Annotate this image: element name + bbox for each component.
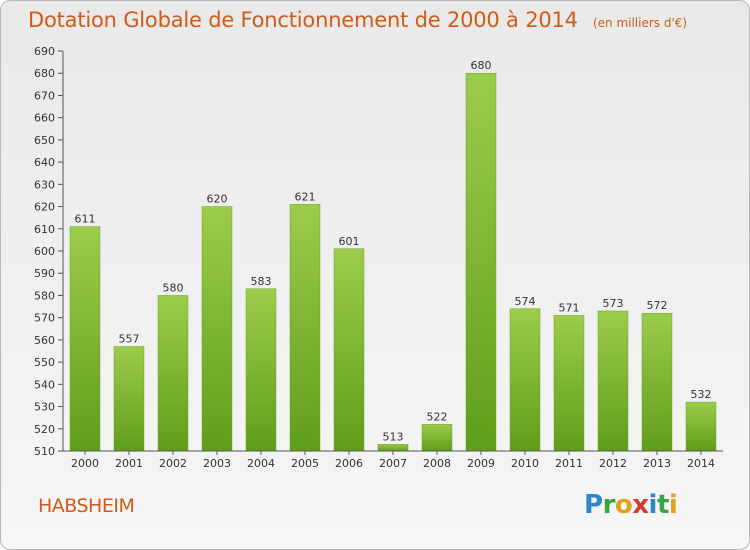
y-tick-label: 580 <box>34 289 55 302</box>
bar-value-label: 621 <box>295 190 316 203</box>
x-tick-label: 2013 <box>643 457 671 470</box>
bar-value-label: 572 <box>647 299 668 312</box>
y-tick-label: 520 <box>34 423 55 436</box>
x-tick-label: 2005 <box>291 457 319 470</box>
y-tick-label: 540 <box>34 378 55 391</box>
bar-value-label: 580 <box>163 281 184 294</box>
bar-2006 <box>333 248 365 452</box>
commune-name: HABSHEIM <box>38 495 135 517</box>
bar-value-label: 573 <box>603 297 624 310</box>
chart-subtitle: (en milliers d'€) <box>592 16 688 30</box>
y-tick-label: 530 <box>34 401 55 414</box>
bar-2000 <box>69 226 101 452</box>
y-tick-label: 600 <box>34 245 55 258</box>
logo-letter: i <box>648 490 658 520</box>
y-tick-label: 610 <box>34 223 55 236</box>
y-tick-label: 640 <box>34 156 55 169</box>
x-axis: 2000 2001 2002 2003 2004 2005 2006 2007 2008 2009… <box>63 450 723 470</box>
x-tick-label: 2010 <box>511 457 539 470</box>
y-tick-label: 570 <box>34 312 55 325</box>
bar-value-label: 601 <box>339 235 360 248</box>
y-tick-label: 670 <box>34 89 55 102</box>
bar-2003 <box>201 206 233 452</box>
x-tick-label: 2003 <box>203 457 231 470</box>
x-tick-label: 2012 <box>599 457 627 470</box>
title-row: Dotation Globale de Fonctionnement de 20… <box>28 8 687 32</box>
bar-2004 <box>245 288 277 452</box>
x-tick-label: 2001 <box>115 457 143 470</box>
bar-2014 <box>685 401 717 452</box>
y-tick-label: 680 <box>34 67 55 80</box>
y-tick-label: 510 <box>34 445 55 458</box>
bar-value-label: 611 <box>75 213 96 226</box>
y-tick-label: 590 <box>34 267 55 280</box>
logo-letter: x <box>632 490 649 520</box>
x-tick-label: 2011 <box>555 457 583 470</box>
x-tick-label: 2002 <box>159 457 187 470</box>
bar-value-label: 680 <box>471 59 492 72</box>
x-tick-label: 2007 <box>379 457 407 470</box>
bar-2008 <box>421 424 453 452</box>
logo-letter: r <box>602 490 616 520</box>
bar-value-label: 557 <box>119 333 140 346</box>
bar-value-label: 513 <box>383 430 404 443</box>
bar-2007 <box>377 444 409 452</box>
x-tick-label: 2008 <box>423 457 451 470</box>
bar-2001 <box>113 346 145 452</box>
y-tick-label: 550 <box>34 356 55 369</box>
bar-value-label: 574 <box>515 295 536 308</box>
bar-2009 <box>465 72 497 452</box>
y-axis: 510 520 530 540 550 560 570 580 590 600 610 620 630 6… <box>34 45 64 458</box>
x-tick-label: 2006 <box>335 457 363 470</box>
bar-value-label: 571 <box>559 301 580 314</box>
bar-value-label: 583 <box>251 275 272 288</box>
y-tick-label: 660 <box>34 112 55 125</box>
logo-letter: i <box>668 490 678 520</box>
y-tick-label: 560 <box>34 334 55 347</box>
bar-value-label: 532 <box>691 388 712 401</box>
x-tick-label: 2014 <box>687 457 715 470</box>
logo-letter: o <box>614 490 633 520</box>
bar-value-label: 522 <box>427 410 448 423</box>
x-tick-label: 2000 <box>71 457 99 470</box>
y-tick-label: 630 <box>34 178 55 191</box>
bar-2013 <box>641 312 673 452</box>
logo-letter: t <box>656 490 669 520</box>
proxiti-logo: Proxiti <box>584 490 678 520</box>
bar-2011 <box>553 315 585 452</box>
chart-title: Dotation Globale de Fonctionnement de 20… <box>28 8 578 32</box>
bar-2012 <box>597 310 629 452</box>
bar-value-label: 620 <box>207 193 228 206</box>
x-tick-label: 2004 <box>247 457 275 470</box>
logo-letter: P <box>584 490 603 520</box>
bar-2005 <box>289 204 321 452</box>
y-tick-label: 690 <box>34 45 55 58</box>
bar-2002 <box>157 295 189 452</box>
y-tick-label: 650 <box>34 134 55 147</box>
x-tick-label: 2009 <box>467 457 495 470</box>
bars-group: 611 557 580 620 583 621 601 513 522 680 574 571 573 5… <box>69 59 717 452</box>
bar-2010 <box>509 308 541 452</box>
y-tick-label: 620 <box>34 201 55 214</box>
